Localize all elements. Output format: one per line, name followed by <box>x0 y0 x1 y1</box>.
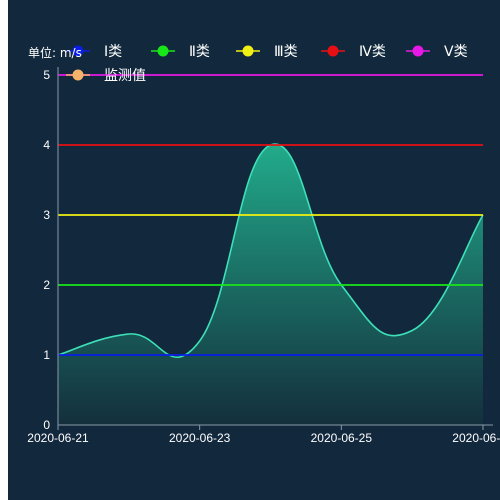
legend-label: Ⅰ类 <box>104 44 122 60</box>
legend-label: Ⅱ类 <box>189 44 210 60</box>
legend-marker-icon <box>327 45 339 57</box>
chart-panel: 0 1 2 3 4 5 2020-06-21 2020-06-23 2020-06-25 2020… <box>8 0 500 500</box>
legend-item-2[interactable]: Ⅱ类 <box>151 44 210 60</box>
x-tick-label: 2020-06-21 <box>27 431 89 445</box>
legend-label: Ⅴ类 <box>444 44 468 60</box>
y-tick-label: 3 <box>43 208 50 222</box>
legend-label: Ⅳ类 <box>359 44 386 60</box>
y-tick-label: 1 <box>43 348 50 362</box>
y-tick-label: 4 <box>43 138 50 152</box>
legend-item-5[interactable]: Ⅴ类 <box>406 44 468 60</box>
unit-label: 单位: m/s <box>28 45 82 60</box>
x-tick-label: 2020-06-27 <box>452 431 500 445</box>
legend-item-3[interactable]: Ⅲ类 <box>236 44 298 60</box>
y-tick-label: 0 <box>43 418 50 432</box>
legend-item-6[interactable]: 监测值 <box>66 68 146 84</box>
legend-marker-icon <box>157 45 169 57</box>
legend-label: 监测值 <box>104 68 146 84</box>
threshold-lines <box>58 74 483 356</box>
x-tick-label: 2020-06-25 <box>311 431 373 445</box>
legend-item-1[interactable]: Ⅰ类 <box>66 44 122 60</box>
y-tick-label: 5 <box>43 68 50 82</box>
chart-svg: 0 1 2 3 4 5 2020-06-21 2020-06-23 2020-06-25 2020… <box>8 0 500 500</box>
legend-marker-icon <box>242 45 254 57</box>
y-tick-label: 2 <box>43 278 50 292</box>
x-tick-label: 2020-06-23 <box>169 431 231 445</box>
legend-marker-icon <box>412 45 424 57</box>
legend-item-4[interactable]: Ⅳ类 <box>321 44 386 60</box>
axes: 0 1 2 3 4 5 2020-06-21 2020-06-23 2020-06-25 2020… <box>27 67 500 445</box>
legend-marker-icon <box>72 69 84 81</box>
legend-label: Ⅲ类 <box>274 44 298 60</box>
legend-marker-icon <box>72 45 84 57</box>
